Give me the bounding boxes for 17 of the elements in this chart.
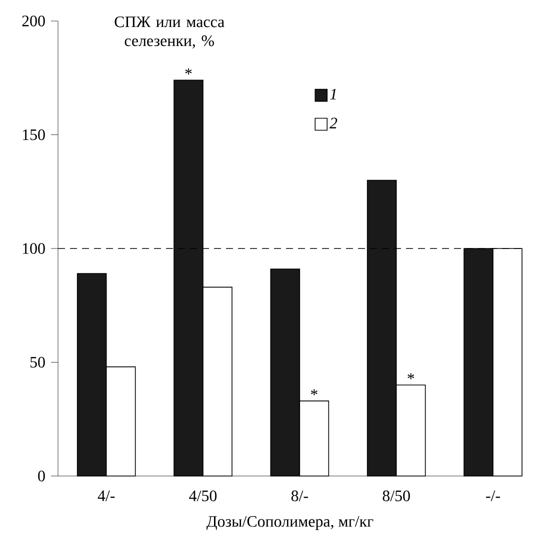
annotation: * <box>408 373 414 380</box>
legend-label: 2 <box>330 118 338 128</box>
x-tick-label: 8/- <box>291 490 308 502</box>
annotation: * <box>185 68 192 74</box>
x-tick-label: 8/50 <box>382 490 410 502</box>
legend-label: 1 <box>330 88 336 100</box>
x-tick-label: 4/- <box>98 490 115 502</box>
y-tick-label: 150 <box>22 129 45 140</box>
y-tick-label: 200 <box>22 16 45 26</box>
annotation: * <box>310 389 318 396</box>
x-axis-title: Дозы/Сополимера, мг/кг <box>206 516 374 530</box>
x-tick-label: -/- <box>486 490 500 502</box>
y-tick-label: 100 <box>22 243 45 254</box>
x-tick-label: 4/50 <box>189 490 217 502</box>
y-tick-label: 50 <box>30 356 45 368</box>
y-tick-label: 0 <box>38 470 45 482</box>
y-axis-title: СПЖ или масса селезенки, % <box>114 16 224 48</box>
